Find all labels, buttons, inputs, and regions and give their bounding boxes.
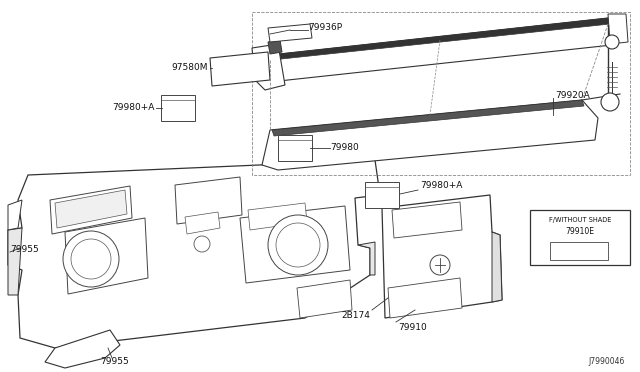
Polygon shape — [382, 195, 502, 318]
Polygon shape — [278, 135, 312, 161]
Polygon shape — [210, 52, 270, 86]
Polygon shape — [55, 190, 127, 228]
Circle shape — [63, 231, 119, 287]
Polygon shape — [248, 203, 307, 230]
Polygon shape — [262, 100, 598, 170]
Circle shape — [276, 223, 320, 267]
Polygon shape — [270, 18, 620, 82]
Circle shape — [601, 93, 619, 111]
Polygon shape — [50, 186, 132, 234]
Text: 79980+A: 79980+A — [420, 180, 462, 189]
Circle shape — [268, 215, 328, 275]
Polygon shape — [8, 228, 22, 295]
Circle shape — [194, 236, 210, 252]
Text: J7990046: J7990046 — [589, 357, 625, 366]
Text: 79980: 79980 — [330, 144, 359, 153]
Text: F/WITHOUT SHADE: F/WITHOUT SHADE — [549, 217, 611, 223]
Polygon shape — [492, 232, 502, 302]
Polygon shape — [185, 212, 220, 234]
Text: 79936P: 79936P — [308, 23, 342, 32]
Text: 79955: 79955 — [10, 246, 39, 254]
Polygon shape — [268, 40, 282, 54]
Polygon shape — [388, 278, 462, 318]
Text: 79920A: 79920A — [555, 90, 589, 99]
Polygon shape — [608, 14, 628, 44]
Text: 2B174: 2B174 — [341, 311, 370, 320]
Polygon shape — [297, 280, 352, 318]
Polygon shape — [8, 200, 22, 230]
Polygon shape — [358, 242, 375, 275]
Polygon shape — [550, 242, 608, 260]
Polygon shape — [392, 202, 462, 238]
Circle shape — [605, 35, 619, 49]
Text: 79910: 79910 — [398, 324, 427, 333]
Text: 79910E: 79910E — [566, 228, 595, 237]
Polygon shape — [65, 218, 148, 294]
Polygon shape — [8, 160, 380, 348]
Polygon shape — [252, 44, 285, 90]
Text: 79980+A: 79980+A — [113, 103, 155, 112]
Polygon shape — [365, 182, 399, 208]
FancyBboxPatch shape — [530, 210, 630, 265]
Polygon shape — [270, 18, 610, 60]
Text: 79955: 79955 — [100, 357, 129, 366]
Polygon shape — [45, 330, 120, 368]
Circle shape — [71, 239, 111, 279]
Polygon shape — [161, 95, 195, 121]
Polygon shape — [268, 24, 312, 42]
Polygon shape — [175, 177, 242, 224]
Polygon shape — [240, 206, 350, 283]
Circle shape — [430, 255, 450, 275]
Text: 97580M: 97580M — [172, 64, 208, 73]
Polygon shape — [272, 100, 584, 136]
